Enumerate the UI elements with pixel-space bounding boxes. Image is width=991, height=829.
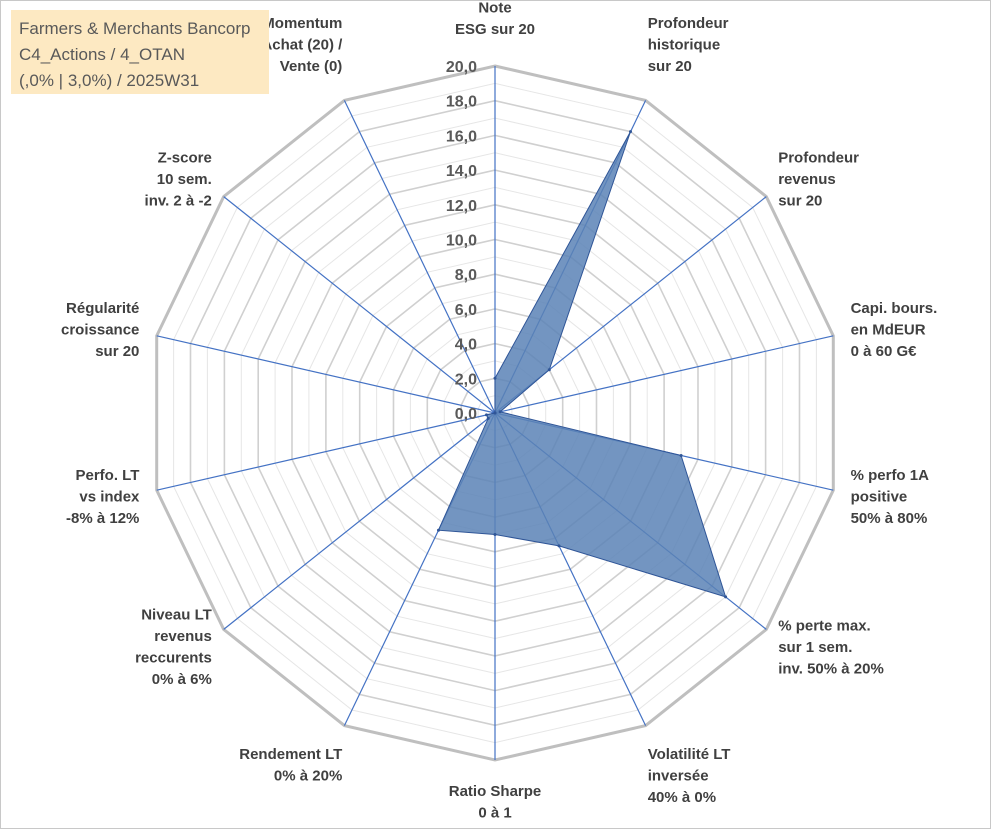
axis-spoke [343, 100, 496, 414]
axis-label-line: 0% à 6% [152, 671, 212, 688]
axis-label: Profondeur revenus sur 20 [778, 150, 859, 210]
axis-label: Momentum Achat (20) / Vente (0) [261, 15, 343, 75]
axis-label-line: % perte max. [778, 617, 871, 634]
data-point [493, 411, 497, 415]
radial-tick-label: 12,0 [446, 198, 477, 215]
axis-label: Volatilité LT inversée 40% à 0% [648, 746, 731, 806]
company-name: Farmers & Merchants Bancorp [19, 19, 251, 38]
axis-label-line: 10 sem. [157, 171, 212, 188]
axis-label: Capi. bours. en MdEUR 0 à 60 G€ [851, 300, 938, 360]
axis-label-line: reccurents [135, 650, 212, 667]
axis-label-line: Perfo. LT [76, 467, 140, 484]
axis-label-line: -8% à 12% [66, 510, 139, 527]
axis-label-line: Rendement LT [239, 746, 342, 763]
data-point [485, 413, 488, 417]
chart-title-box: Farmers & Merchants Bancorp C4_Actions /… [11, 10, 269, 94]
data-point [629, 130, 632, 134]
radial-tick-label: 6,0 [455, 302, 477, 319]
axis-label-line: positive [851, 488, 908, 505]
axis-label-line: 50% à 80% [851, 510, 928, 527]
axis-spoke [223, 196, 496, 414]
radial-tick-label: 16,0 [446, 128, 477, 145]
radial-tick-label: 0,0 [455, 406, 477, 423]
axis-label-line: croissance [61, 322, 139, 339]
axis-label-line: 0% à 20% [274, 767, 342, 784]
axis-spoke [223, 412, 496, 630]
data-point [679, 454, 683, 457]
data-point [724, 595, 728, 599]
axis-label-line: Achat (20) / [261, 37, 343, 54]
axis-label: Rendement LT 0% à 20% [239, 746, 342, 785]
axis-label: % perfo 1A positive 50% à 80% [851, 467, 930, 527]
axis-label-line: vs index [79, 488, 140, 505]
axis-label: Ratio Sharpe 0 à 1 [449, 783, 542, 822]
axis-label-line: Z-score [158, 150, 212, 167]
radial-tick-label: 10,0 [446, 233, 477, 250]
axis-label-line: sur 20 [648, 58, 692, 75]
axis-label-line: 0 à 1 [478, 805, 511, 822]
data-point [498, 410, 502, 414]
axis-label-line: sur 1 sem. [778, 639, 852, 656]
data-point [437, 528, 440, 532]
axis-label: Niveau LT revenus reccurents 0% à 6% [135, 607, 212, 689]
axis-label-line: en MdEUR [851, 322, 926, 339]
data-point [493, 533, 497, 536]
axis-label: Note ESG sur 20 [455, 0, 535, 38]
axis-label-line: Niveau LT [141, 607, 212, 624]
data-point [557, 544, 561, 548]
axis-label-line: 0 à 60 G€ [851, 343, 918, 360]
axis-label-line: Vente (0) [280, 58, 343, 75]
axis-label-line: revenus [778, 171, 836, 188]
period-info: (,0% | 3,0%) / 2025W31 [19, 71, 200, 90]
axis-label-line: revenus [154, 628, 212, 645]
axis-label: Perfo. LT vs index -8% à 12% [66, 467, 140, 527]
axis-label-line: Ratio Sharpe [449, 783, 542, 800]
radial-tick-label: 4,0 [455, 337, 477, 354]
axis-label: Profondeur historique sur 20 [648, 15, 729, 75]
axis-label-line: Volatilité LT [648, 746, 731, 763]
portfolio-category: C4_Actions / 4_OTAN [19, 45, 185, 64]
axis-label: % perte max. sur 1 sem. inv. 50% à 20% [778, 617, 884, 677]
axis-label-line: Momentum [262, 15, 342, 32]
data-point [493, 376, 497, 380]
data-point [547, 368, 551, 372]
axis-label-line: sur 20 [778, 193, 822, 210]
axis-label-line: inv. 50% à 20% [778, 660, 884, 677]
data-point [486, 416, 490, 420]
axis-label-line: inversée [648, 767, 709, 784]
axis-spoke [156, 335, 496, 414]
axis-label-line: sur 20 [95, 343, 139, 360]
axis-label-line: Note [478, 0, 511, 17]
radial-tick-label: 2,0 [455, 371, 477, 388]
axis-spoke [156, 412, 496, 491]
axis-label-line: inv. 2 à -2 [145, 193, 212, 210]
radial-tick-label: 8,0 [455, 267, 477, 284]
axis-label-line: ESG sur 20 [455, 21, 535, 38]
axis-label-line: % perfo 1A [851, 467, 930, 484]
radial-tick-label: 18,0 [446, 94, 477, 111]
radial-tick-label: 14,0 [446, 163, 477, 180]
axis-spoke [494, 335, 834, 414]
axis-label-line: historique [648, 37, 721, 54]
axis-label: Régularité croissance sur 20 [61, 300, 139, 360]
axis-label: Z-score 10 sem. inv. 2 à -2 [145, 150, 212, 210]
axis-label-line: Régularité [66, 300, 139, 317]
axis-label-line: Capi. bours. [851, 300, 938, 317]
axis-label-line: Profondeur [648, 15, 729, 32]
radial-tick-label: 20,0 [446, 59, 477, 76]
axis-label-line: Profondeur [778, 150, 859, 167]
axis-label-line: 40% à 0% [648, 789, 716, 806]
